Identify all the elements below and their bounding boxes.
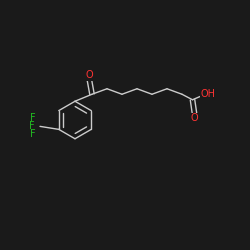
Text: O: O (86, 70, 93, 81)
Text: OH: OH (200, 89, 216, 99)
Text: F: F (30, 129, 35, 139)
Text: F: F (30, 112, 35, 122)
Text: O: O (191, 113, 198, 123)
Text: F: F (29, 121, 34, 131)
